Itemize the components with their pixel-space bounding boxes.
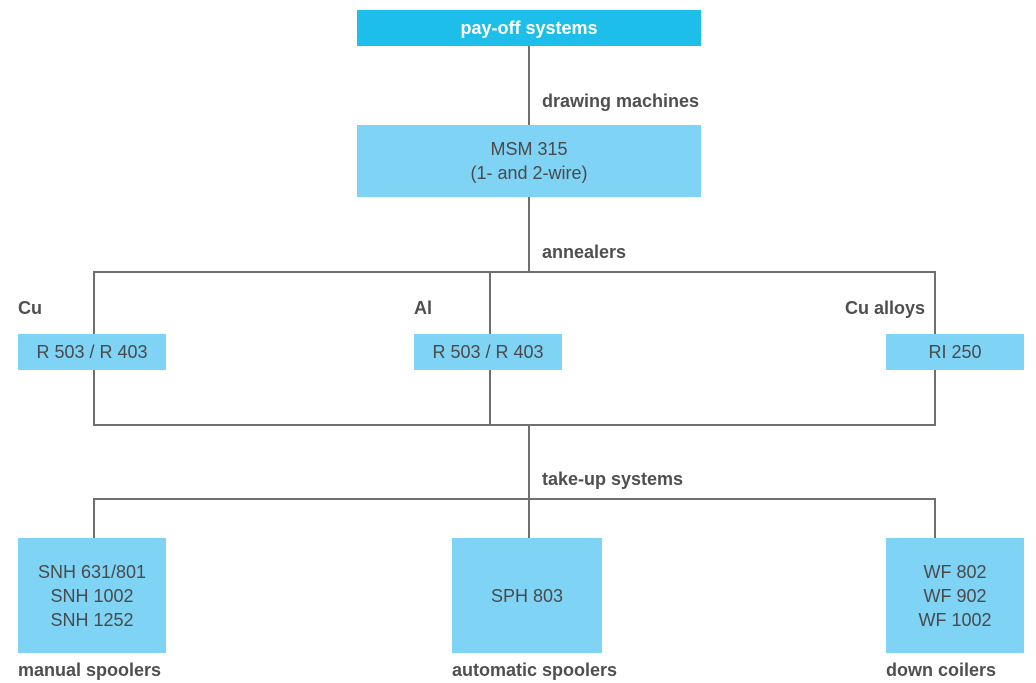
- stage-label-takeup: take-up systems: [542, 469, 684, 489]
- annealer-box-cu-text: R 503 / R 403: [36, 342, 148, 362]
- connector-msm-to-annealers: [528, 197, 530, 273]
- takeup-box-down-coilers: WF 802 WF 902 WF 1002: [886, 538, 1024, 653]
- stage-label-annealers: annealers: [542, 242, 627, 262]
- caption-manual-spoolers: manual spoolers: [18, 660, 162, 680]
- caption-automatic-spoolers: automatic spoolers: [452, 660, 618, 680]
- takeup-mid-vertical: [528, 498, 530, 540]
- takeup-box-automatic: SPH 803: [452, 538, 602, 653]
- takeup-manual-line1: SNH 631/801: [37, 561, 147, 582]
- takeup-right-vertical: [934, 498, 936, 540]
- takeup-box-manual: SNH 631/801 SNH 1002 SNH 1252: [18, 538, 166, 653]
- takeup-down-line2: WF 902: [923, 585, 987, 606]
- msm-315-line2: (1- and 2-wire): [470, 163, 588, 183]
- annealer-label-al: Al: [414, 298, 432, 318]
- connector-annealers-to-takeup: [528, 424, 530, 500]
- annealers-bus-bottom: [93, 424, 936, 426]
- stage-label-drawing: drawing machines: [542, 91, 700, 111]
- takeup-down-line3: WF 1002: [918, 609, 992, 630]
- annealer-label-cu-alloys: Cu alloys: [845, 298, 926, 318]
- takeup-down-line1: WF 802: [923, 561, 987, 582]
- annealer-label-cu: Cu: [18, 298, 42, 318]
- pay-off-systems-box: pay-off systems: [357, 10, 701, 46]
- connector-top-to-msm: [528, 46, 530, 125]
- annealer-box-al: R 503 / R 403: [414, 334, 562, 370]
- annealer-box-cu-alloys-text: RI 250: [928, 342, 982, 362]
- msm-315-line1: MSM 315: [490, 139, 568, 159]
- annealers-bus-top: [93, 271, 936, 273]
- takeup-bus: [93, 498, 936, 500]
- caption-down-coilers: down coilers: [886, 660, 997, 680]
- annealer-box-cu-alloys: RI 250: [886, 334, 1024, 370]
- takeup-automatic-line1: SPH 803: [490, 585, 564, 606]
- takeup-left-vertical: [93, 498, 95, 540]
- pay-off-systems-label: pay-off systems: [460, 18, 598, 38]
- takeup-manual-line2: SNH 1002: [50, 585, 134, 606]
- msm-315-box: MSM 315 (1- and 2-wire): [357, 125, 701, 197]
- annealer-box-cu: R 503 / R 403: [18, 334, 166, 370]
- annealer-box-al-text: R 503 / R 403: [432, 342, 544, 362]
- takeup-manual-line3: SNH 1252: [50, 609, 134, 630]
